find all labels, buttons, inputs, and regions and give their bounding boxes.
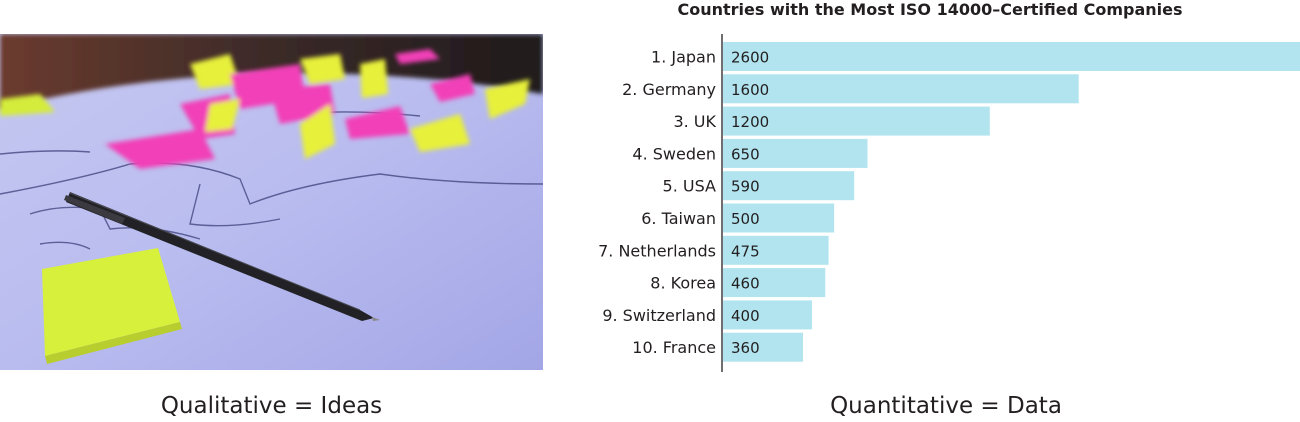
value-label-9: 400	[731, 307, 760, 325]
value-label-6: 500	[731, 210, 760, 228]
value-label-5: 590	[731, 178, 760, 196]
bar-3	[723, 106, 990, 136]
value-label-10: 360	[731, 339, 760, 357]
bar-1	[723, 42, 1300, 71]
value-label-7: 475	[731, 242, 760, 260]
category-label-10: 10. France	[632, 338, 716, 357]
category-label-5: 5. USA	[663, 177, 717, 196]
blurred-sticky-notes	[0, 49, 530, 169]
value-label-8: 460	[731, 275, 760, 293]
bar-10	[723, 332, 804, 362]
category-label-1: 1. Japan	[651, 48, 716, 67]
bar-8	[723, 268, 826, 298]
category-label-3: 3. UK	[673, 112, 716, 131]
category-label-8: 8. Korea	[650, 274, 716, 293]
bar-6	[723, 203, 835, 233]
sticky-note-pad	[42, 248, 182, 364]
category-label-2: 2. Germany	[622, 80, 716, 99]
bar-2	[723, 74, 1079, 104]
value-label-3: 1200	[731, 113, 769, 131]
quantitative-caption: Quantitative = Data	[830, 393, 1062, 419]
qualitative-caption: Qualitative = Ideas	[160, 393, 383, 419]
chart-svg: 1. Japan 2600 2. Germany 1600 3. UK 1200 4. Sw…	[598, 34, 1300, 372]
sticky-notes-photo	[0, 34, 543, 370]
category-label-4: 4. Sweden	[632, 144, 716, 163]
bar-7	[723, 235, 829, 265]
value-label-4: 650	[731, 145, 760, 163]
category-label-7: 7. Netherlands	[598, 241, 716, 260]
pen	[64, 192, 380, 321]
category-label-9: 9. Switzerland	[602, 306, 716, 325]
map-lines	[0, 111, 543, 250]
chart-title: Countries with the Most ISO 14000–Certif…	[677, 0, 1183, 19]
category-label-6: 6. Taiwan	[641, 209, 716, 228]
bar-chart: 1. Japan 2600 2. Germany 1600 3. UK 1200 4. Sw…	[580, 30, 1300, 379]
value-label-2: 1600	[731, 81, 769, 99]
bar-4	[723, 138, 868, 168]
bar-9	[723, 300, 812, 330]
value-label-1: 2600	[731, 49, 769, 67]
bar-5	[723, 171, 855, 201]
